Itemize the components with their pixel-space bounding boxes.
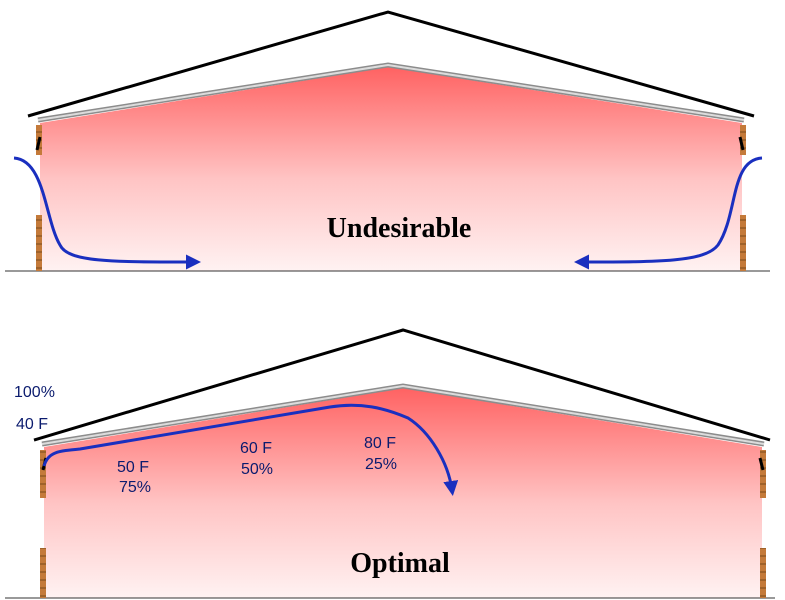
undesirable-label: Undesirable <box>327 213 472 244</box>
outside-humidity-label: 100% <box>14 384 55 401</box>
left-inlet-flap <box>35 136 42 151</box>
bottom-panel: 100% 40 F 50 F 75% 60 F 50% 80 F 25% Opt… <box>5 328 775 599</box>
point3-temp-label: 80 F <box>364 435 396 452</box>
right-inlet-flap <box>738 136 745 151</box>
point1-temp-label: 50 F <box>117 459 149 476</box>
top-panel: Undesirable <box>5 10 770 272</box>
right-wall-upper <box>760 450 766 498</box>
point3-humidity-label: 25% <box>365 456 397 473</box>
left-airflow-arrow <box>13 156 201 270</box>
roof-line <box>27 10 755 118</box>
optimal-label: Optimal <box>350 548 450 579</box>
point1-humidity-label: 75% <box>119 479 151 496</box>
optimal-airflow-arrow <box>42 403 459 496</box>
right-inlet-flap <box>758 457 765 471</box>
outside-temp-label: 40 F <box>16 416 48 433</box>
warm-air-region <box>44 388 762 598</box>
left-wall-lower <box>40 548 46 598</box>
point2-humidity-label: 50% <box>241 461 273 478</box>
left-wall-upper <box>40 450 46 498</box>
warm-air-region <box>40 67 742 271</box>
right-wall-lower <box>760 548 766 598</box>
right-wall-lower <box>740 215 746 271</box>
roof-line <box>33 328 771 442</box>
point2-temp-label: 60 F <box>240 440 272 457</box>
right-wall-upper <box>740 125 746 155</box>
left-wall-lower <box>36 215 42 271</box>
right-airflow-arrow <box>574 156 763 270</box>
